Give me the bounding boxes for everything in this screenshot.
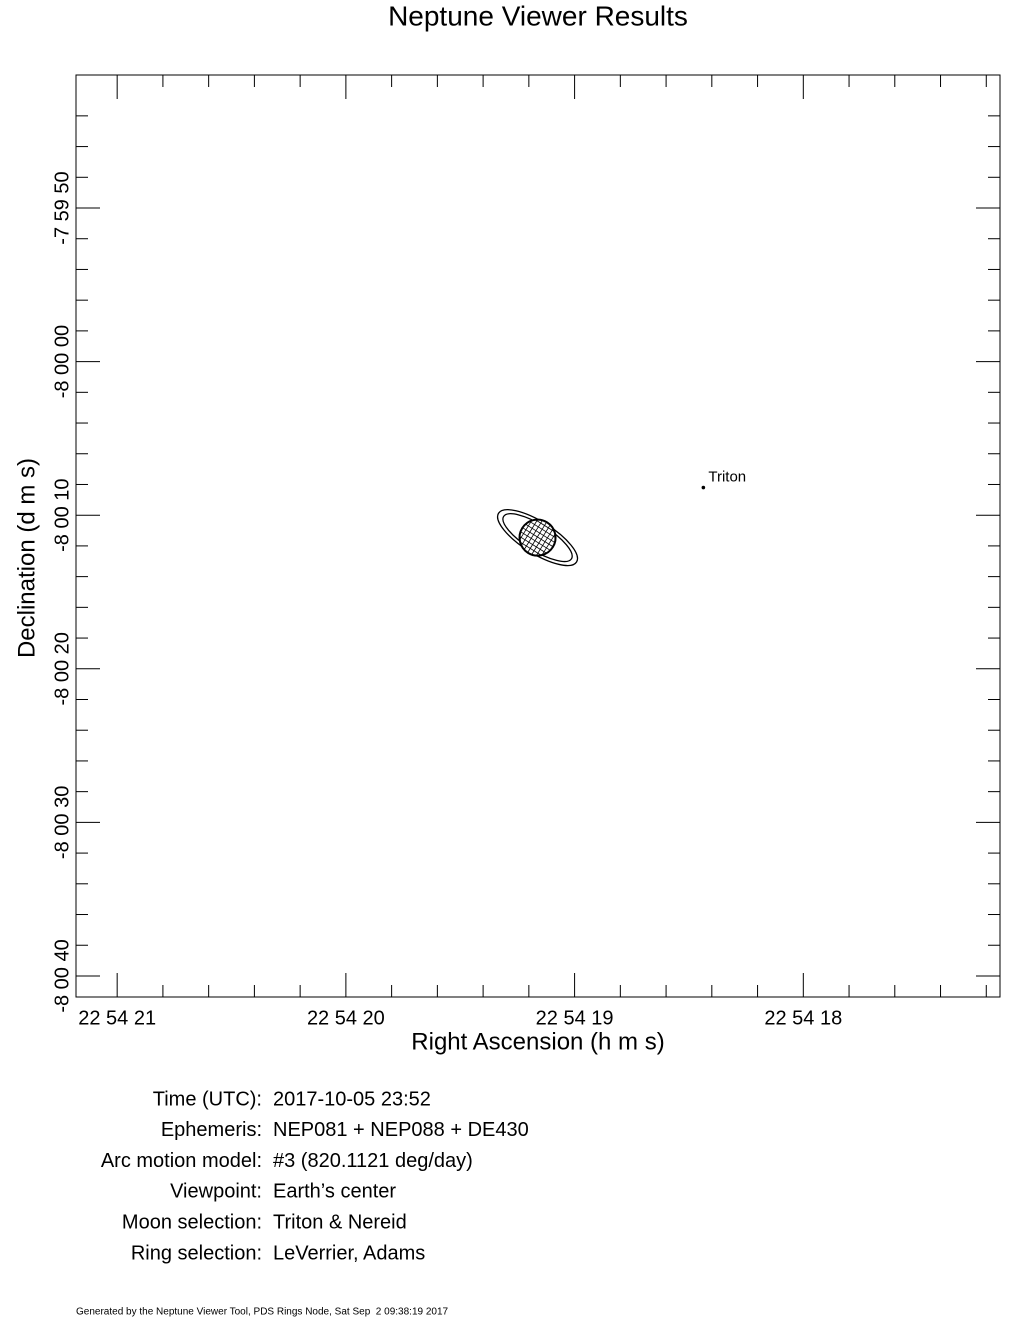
- info-label: Time (UTC):: [153, 1088, 262, 1110]
- y-tick-label: -8 00 10: [51, 478, 73, 551]
- y-tick-label: -8 00 00: [51, 325, 73, 398]
- info-value: NEP081 + NEP088 + DE430: [273, 1119, 529, 1141]
- y-tick-label: -8 00 30: [51, 786, 73, 859]
- planet-grid: [525, 523, 556, 543]
- planet-grid: [531, 524, 551, 555]
- info-label: Moon selection:: [122, 1211, 262, 1233]
- info-label: Ring selection:: [131, 1242, 262, 1264]
- chart-title: Neptune Viewer Results: [388, 0, 688, 31]
- info-label: Viewpoint:: [170, 1181, 262, 1203]
- planet-grid: [541, 533, 556, 556]
- y-axis-label: Declination (d m s): [13, 458, 40, 658]
- planet: [496, 509, 579, 567]
- planet-disc: [518, 518, 557, 557]
- planet-grid: [519, 520, 533, 541]
- y-tick-label: -8 00 20: [51, 632, 73, 705]
- info-value: 2017-10-05 23:52: [273, 1088, 431, 1110]
- plot-frame: [75, 74, 1001, 998]
- planet-grid: [521, 519, 538, 546]
- x-tick-label: 22 54 20: [307, 1007, 385, 1029]
- info-value: LeVerrier, Adams: [273, 1242, 425, 1264]
- info-label: Arc motion model:: [101, 1150, 262, 1172]
- x-axis-label: Right Ascension (h m s): [411, 1028, 664, 1055]
- planet-grid: [522, 527, 554, 548]
- planet-grid: [520, 531, 551, 551]
- y-tick-label: -7 59 50: [51, 171, 73, 244]
- planet-grid: [535, 519, 555, 533]
- x-tick-label: 22 54 18: [764, 1007, 842, 1029]
- info-value: Earth’s center: [273, 1181, 396, 1203]
- planet-grid: [529, 521, 556, 538]
- info-value: #3 (820.1121 deg/day): [273, 1150, 473, 1172]
- planet-grid: [523, 520, 543, 550]
- x-tick-label: 22 54 19: [536, 1007, 614, 1029]
- planet-grid: [519, 536, 547, 554]
- moon: [701, 485, 706, 490]
- info-value: Triton & Nereid: [273, 1211, 407, 1233]
- footer: Generated by the Neptune Viewer Tool, PD…: [76, 1307, 449, 1318]
- planet-grid: [527, 521, 547, 553]
- y-tick-label: -8 00 40: [51, 939, 73, 1012]
- moon-label: Triton: [708, 469, 746, 486]
- planet-grid: [536, 528, 554, 556]
- info-label: Ephemeris:: [161, 1119, 262, 1141]
- x-tick-label: 22 54 21: [78, 1007, 156, 1029]
- planet-grid: [519, 541, 542, 556]
